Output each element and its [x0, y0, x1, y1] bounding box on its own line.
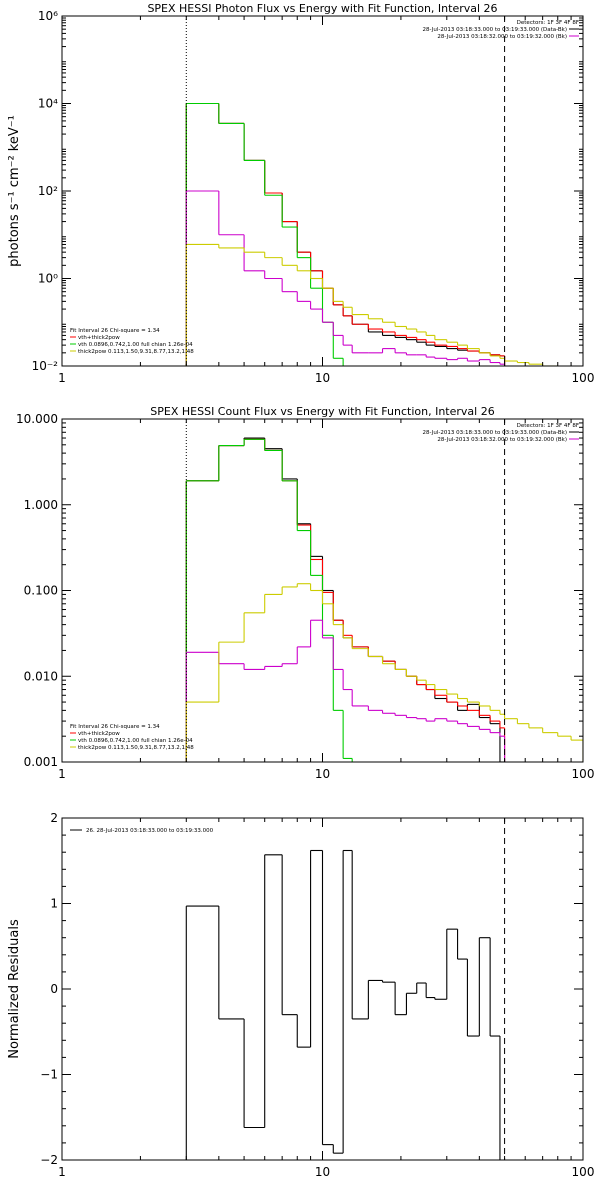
legend-title: Detectors: 1F 3F 4F 8F — [517, 20, 579, 26]
y-tick-label: 10² — [38, 184, 58, 198]
x-tick-label: 1 — [58, 767, 66, 781]
x-tick-label: 100 — [572, 371, 595, 385]
series-vth_thick2pow — [185, 438, 506, 762]
y-tick-label: 10⁶ — [38, 9, 58, 23]
chart-panel-count: SPEX HESSI Count Flux vs Energy with Fit… — [16, 405, 594, 781]
legend-bottom: Fit Interval 26 Chi-square = 1.34vth+thi… — [70, 724, 194, 751]
legend-entry: 26. 28-Jul-2013 03:18:33.000 to 03:19:33… — [86, 828, 214, 834]
y-tick-label: 1 — [50, 897, 58, 911]
legend-entry: vth 0.0896,0.742,1.00 full chian 1.26e-0… — [78, 342, 193, 348]
legend-title: Detectors: 1F 3F 4F 8F — [517, 423, 579, 429]
legend-top: 26. 28-Jul-2013 03:18:33.000 to 03:19:33… — [70, 828, 214, 834]
legend-entry: 28-Jul-2013 03:18:32.000 to 03:19:32.000… — [437, 437, 567, 443]
series-model_total — [185, 243, 558, 366]
x-tick-label: 10 — [315, 767, 330, 781]
series-thick2pow — [185, 619, 506, 762]
x-tick-label: 100 — [572, 767, 595, 781]
legend-entry: vth+thick2pow — [78, 335, 120, 341]
legend-title: Fit Interval 26 Chi-square = 1.34 — [70, 724, 160, 730]
y-tick-label: 10⁰ — [38, 272, 58, 286]
x-tick-label: 1 — [58, 1165, 66, 1179]
series-model_total — [185, 583, 583, 762]
y-tick-label: 0.010 — [24, 669, 58, 683]
series-residual — [185, 849, 501, 1160]
legend-entry: thick2pow 0.113,1.50,9.31,8.77,13.2,1.48 — [78, 349, 194, 355]
y-tick-label: −2 — [40, 1153, 58, 1167]
series-vth — [185, 102, 344, 366]
x-tick-label: 10 — [315, 1165, 330, 1179]
y-tick-label: 10⁴ — [38, 97, 58, 111]
x-tick-label: 1 — [58, 371, 66, 385]
legend-bottom: Fit Interval 26 Chi-square = 1.34vth+thi… — [70, 328, 194, 355]
y-tick-label: 1.000 — [24, 498, 58, 512]
y-axis-label: photons s⁻¹ cm⁻² keV⁻¹ — [7, 115, 22, 267]
legend-entry: 28-Jul-2013 03:18:33.000 to 03:19:33.000… — [423, 27, 568, 33]
y-axis-label: Normalized Residuals — [7, 919, 22, 1059]
chart-panel-photon: SPEX HESSI Photon Flux vs Energy with Fi… — [7, 2, 595, 385]
y-tick-label: 0 — [50, 982, 58, 996]
legend-entry: vth 0.0896,0.742,1.00 full chian 1.26e-0… — [78, 738, 193, 744]
y-tick-label: 2 — [50, 811, 58, 825]
x-tick-label: 100 — [572, 1165, 595, 1179]
y-tick-label: 10.000 — [16, 412, 58, 426]
series-total — [185, 437, 505, 762]
y-tick-label: 0.001 — [24, 755, 58, 769]
legend-entry: 28-Jul-2013 03:18:33.000 to 03:19:33.000… — [423, 430, 568, 436]
legend-entry: thick2pow 0.113,1.50,9.31,8.77,13.2,1.48 — [78, 745, 194, 751]
series-vth — [185, 438, 353, 762]
y-tick-label: 0.100 — [24, 584, 58, 598]
legend-title: Fit Interval 26 Chi-square = 1.34 — [70, 328, 160, 334]
y-tick-label: −1 — [40, 1068, 58, 1082]
legend-entry: vth+thick2pow — [78, 731, 120, 737]
y-tick-label: 10⁻² — [32, 359, 59, 373]
chart-title: SPEX HESSI Count Flux vs Energy with Fit… — [150, 405, 494, 418]
chart-panel-residuals: Normalized Residuals 1 10 100 −2 −1 0 1 2 26. 28-… — [7, 811, 594, 1179]
legend-entry: 28-Jul-2013 03:18:32.000 to 03:19:32.000… — [437, 34, 567, 40]
chart-title: SPEX HESSI Photon Flux vs Energy with Fi… — [147, 2, 497, 15]
x-tick-label: 10 — [315, 371, 330, 385]
series-thick2pow — [185, 190, 506, 366]
